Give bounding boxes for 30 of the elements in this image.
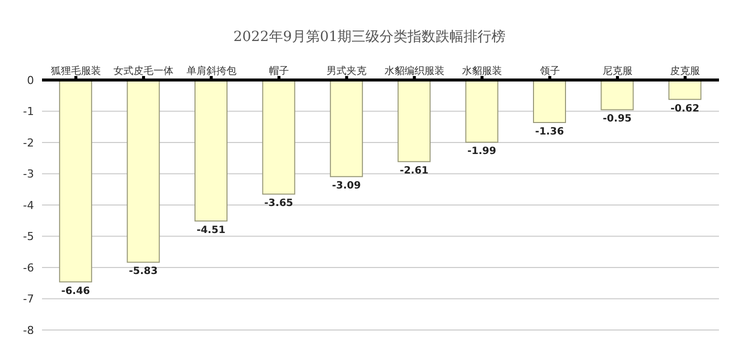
x-tick-label: 帽子 — [268, 65, 289, 77]
data-label: -0.62 — [670, 103, 700, 114]
data-label: -3.09 — [332, 180, 361, 192]
y-tick-label: -8 — [23, 324, 34, 337]
x-tick-label: 狐狸毛服装 — [50, 65, 101, 77]
data-label: -3.65 — [264, 198, 294, 210]
data-label: -6.46 — [61, 286, 90, 297]
x-tick-label: 水貂编织服装 — [384, 65, 444, 77]
y-tick-label: -6 — [23, 261, 34, 274]
data-label: -2.61 — [400, 166, 429, 177]
y-tick-label: 0 — [27, 74, 34, 87]
y-tick-label: -4 — [23, 198, 34, 212]
x-tick-label: 领子 — [540, 65, 560, 77]
y-tick-label: -5 — [23, 230, 34, 244]
data-label: -5.83 — [128, 266, 158, 278]
x-tick-label: 皮克服 — [670, 65, 700, 77]
data-label: -1.36 — [535, 126, 564, 138]
data-label: -0.95 — [602, 114, 632, 125]
data-label: -4.51 — [196, 224, 226, 236]
y-tick-label: -3 — [23, 168, 34, 181]
y-tick-label: -7 — [23, 292, 34, 306]
x-tick-label: 尼克服 — [602, 65, 632, 77]
chart-title: 2022年9月第01期三级分类指数跌幅排行榜 — [232, 28, 507, 47]
data-label: -1.99 — [467, 146, 496, 158]
x-tick-label: 女式皮毛一体 — [114, 65, 174, 77]
y-tick-label: -1 — [23, 105, 34, 118]
x-tick-label: 男式夹克 — [326, 65, 367, 77]
x-tick-label: 单肩斜挎包 — [186, 65, 236, 77]
x-tick-label: 水貂服装 — [462, 65, 502, 77]
y-tick-label: -2 — [23, 136, 34, 150]
